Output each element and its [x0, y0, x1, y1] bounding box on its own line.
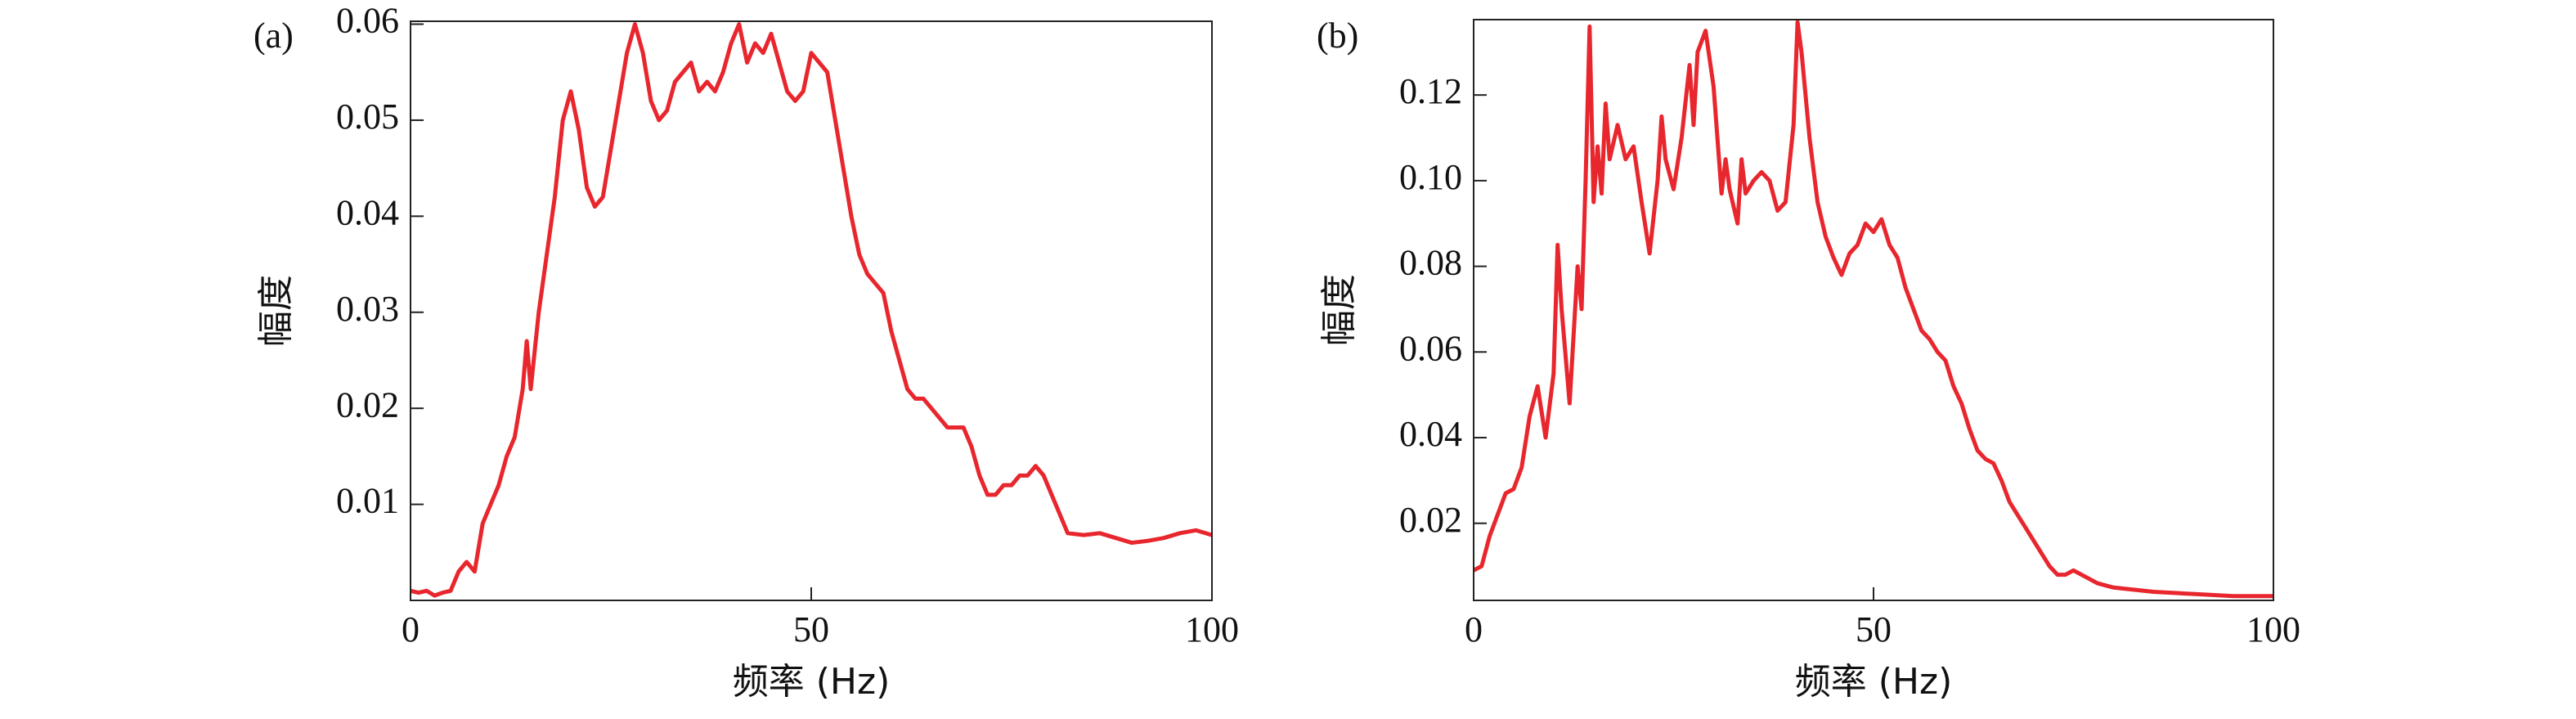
x-tick-label: 100	[2246, 609, 2300, 649]
y-tick-label: 0.04	[336, 192, 399, 232]
panel-label: (b)	[1317, 16, 1358, 56]
y-axis-label: 幅度	[1318, 274, 1360, 346]
y-tick-label: 0.10	[1399, 157, 1462, 197]
y-tick-label: 0.02	[1399, 500, 1462, 540]
data-line	[1472, 20, 2273, 599]
y-tick-label: 0.05	[336, 97, 399, 137]
panel-label: (a)	[254, 16, 294, 56]
x-tick-label: 50	[793, 609, 829, 649]
x-axis-label: 频率 (Hz)	[733, 661, 891, 703]
x-tick-label: 100	[1185, 609, 1239, 649]
plot-frame	[410, 20, 1213, 601]
data-line	[410, 22, 1213, 598]
y-tick-label: 0.12	[1399, 71, 1462, 111]
y-tick-label: 0.08	[1399, 243, 1462, 283]
y-tick-label: 0.01	[336, 481, 399, 521]
x-tick-label: 50	[1856, 609, 1892, 649]
y-tick-label: 0.06	[336, 1, 399, 41]
y-tick-label: 0.06	[1399, 328, 1462, 368]
x-tick-label: 0	[402, 609, 420, 649]
plot-frame	[1473, 19, 2274, 601]
x-axis-label: 频率 (Hz)	[1795, 661, 1953, 703]
y-tick-label: 0.04	[1399, 414, 1462, 454]
x-tick-label: 0	[1465, 609, 1483, 649]
y-tick-label: 0.03	[336, 289, 399, 329]
y-tick-label: 0.02	[336, 384, 399, 425]
y-axis-label: 幅度	[255, 275, 297, 347]
